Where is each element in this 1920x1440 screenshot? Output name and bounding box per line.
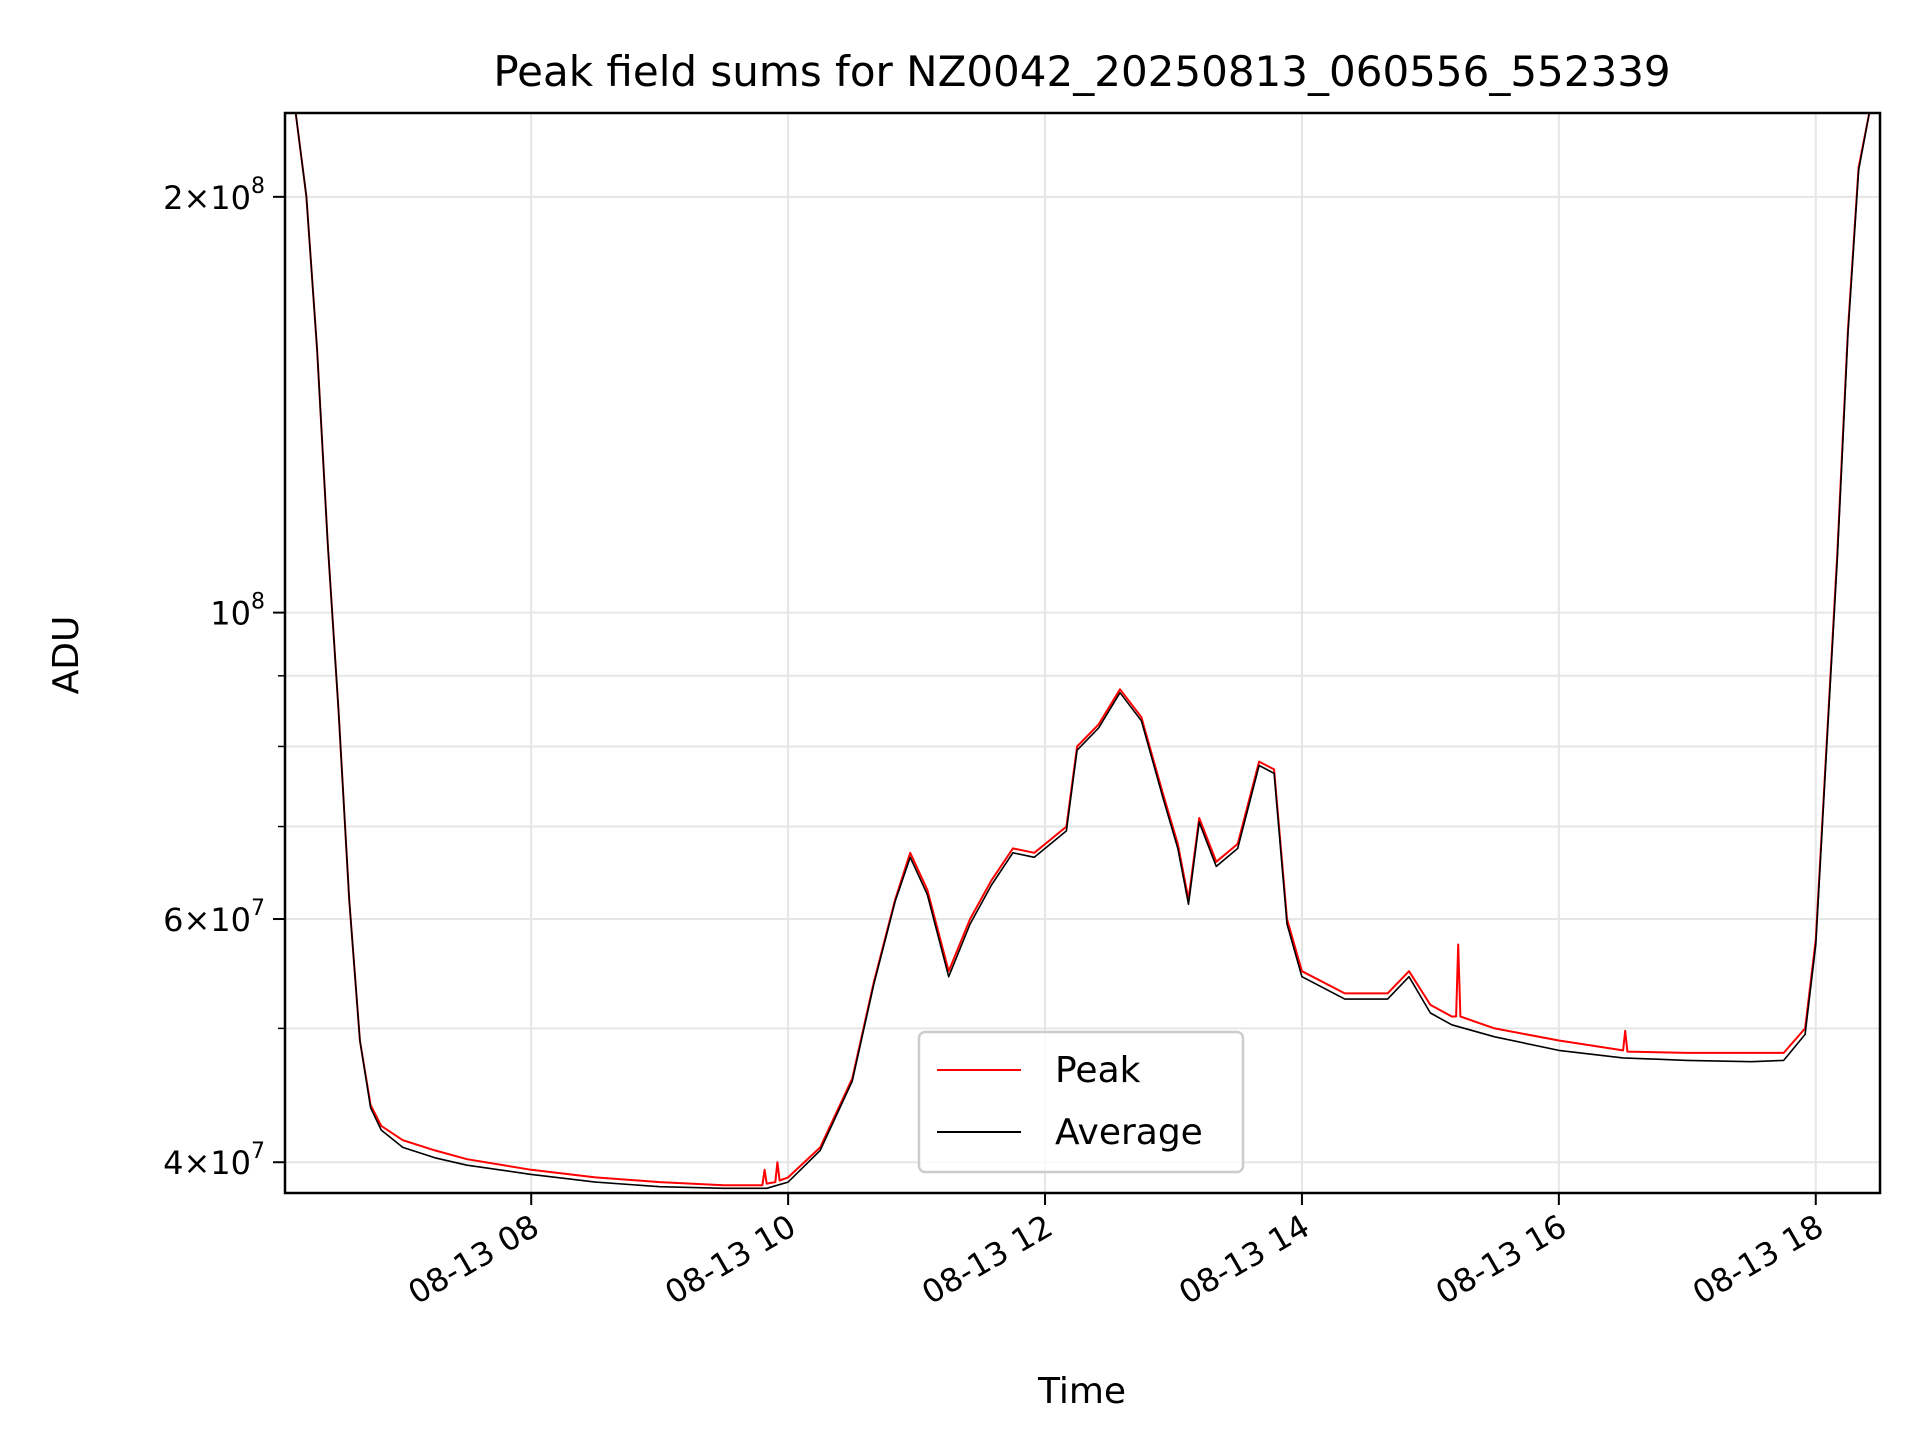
y-tick-label: 2×108 [163,174,265,217]
legend-label-average: Average [1055,1112,1203,1153]
chart-title: Peak field sums for NZ0042_20250813_0605… [493,47,1670,96]
series-line-average [294,112,1871,1190]
legend-label-peak: Peak [1055,1050,1141,1091]
grid [285,113,1880,1193]
y-tick-label-base: 2×10 [163,179,251,217]
y-axis-label: ADU [46,616,87,695]
y-tick-label: 4×107 [163,1139,265,1182]
x-axis-label: Time [1037,1371,1126,1412]
y-tick-label-base: 6×10 [163,901,251,939]
legend-box [917,1030,1245,1174]
legend: Peak Average [917,1030,1245,1174]
series-layer [294,112,1871,1190]
plot-frame [283,111,1882,1195]
y-tick-label-exponent: 7 [251,1139,265,1164]
y-tick-label: 108 [210,590,265,633]
y-tick-label-exponent: 8 [251,590,265,615]
y-tick-label-exponent: 8 [251,174,265,199]
y-tick-label-exponent: 7 [251,896,265,921]
y-tick-label-base: 4×10 [163,1144,251,1182]
y-tick-label: 6×107 [163,896,265,939]
y-tick-label-base: 10 [210,595,251,633]
series-line-peak [294,112,1871,1187]
